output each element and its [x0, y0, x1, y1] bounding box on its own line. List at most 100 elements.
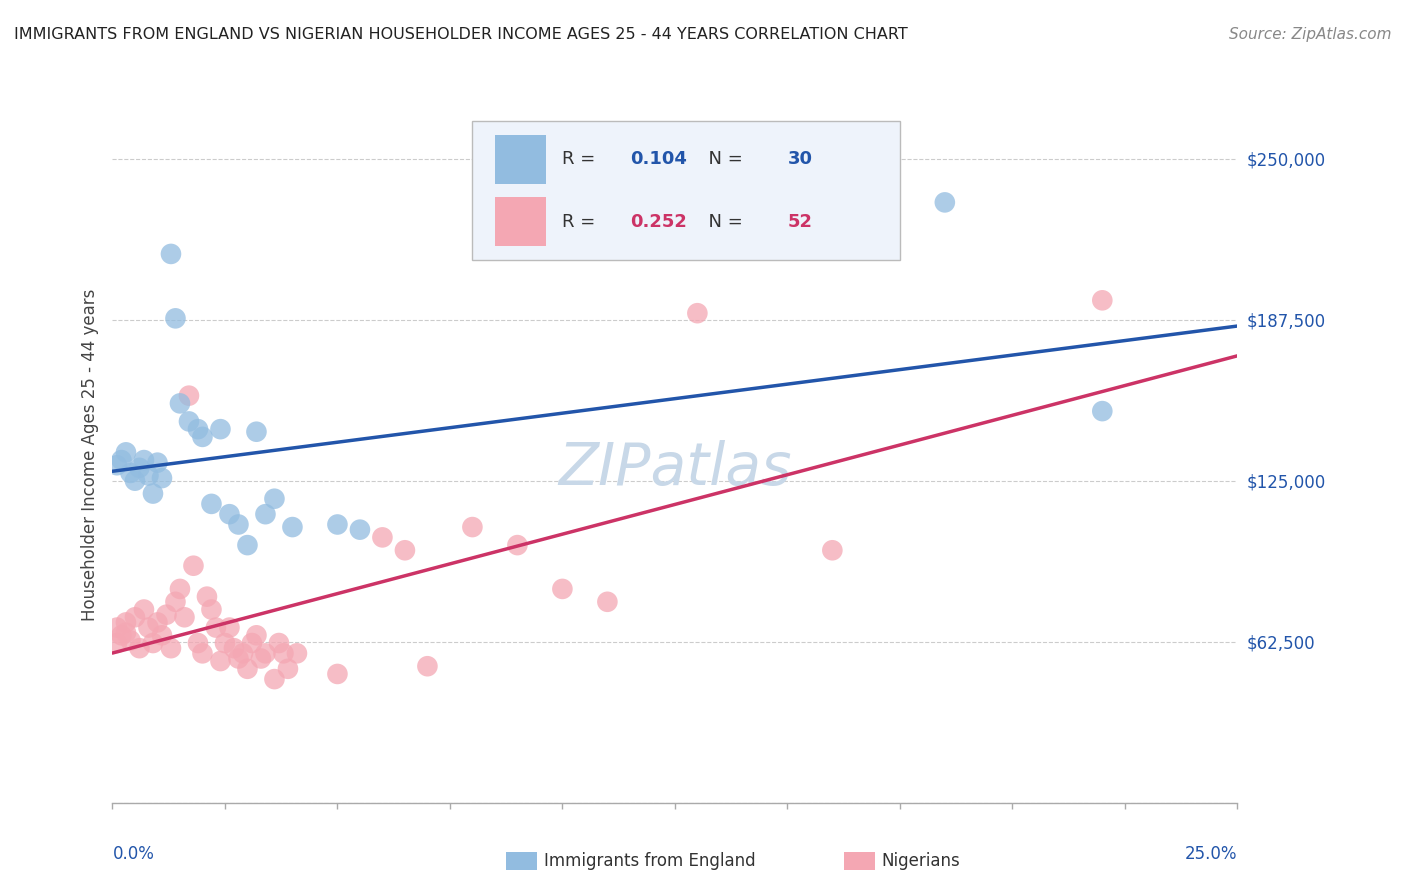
Point: [173, 610, 195, 624]
Point: [1091, 404, 1114, 418]
Point: [105, 621, 128, 635]
Point: [124, 474, 146, 488]
Point: [195, 590, 218, 604]
Point: [115, 625, 138, 640]
Point: [105, 636, 128, 650]
Point: [596, 595, 619, 609]
Point: [155, 607, 177, 622]
Point: [218, 507, 240, 521]
Text: 30: 30: [787, 150, 813, 169]
Bar: [495, 197, 546, 246]
Text: 25.0%: 25.0%: [1185, 845, 1237, 863]
Text: ZIPatlas: ZIPatlas: [558, 441, 792, 498]
Point: [277, 662, 299, 676]
Point: [236, 662, 259, 676]
Point: [250, 651, 273, 665]
Point: [263, 672, 285, 686]
Point: [115, 615, 138, 630]
Point: [150, 628, 173, 642]
Point: [177, 414, 200, 428]
Point: [349, 523, 371, 537]
Point: [394, 543, 416, 558]
Point: [236, 538, 259, 552]
Text: 0.104: 0.104: [630, 150, 686, 169]
Text: 52: 52: [787, 213, 813, 231]
Point: [191, 430, 214, 444]
Point: [165, 595, 187, 609]
Point: [273, 646, 295, 660]
Point: [160, 247, 183, 261]
Point: [160, 641, 183, 656]
Point: [326, 517, 349, 532]
Point: [285, 646, 308, 660]
Point: [416, 659, 439, 673]
Point: [187, 636, 209, 650]
Point: [115, 445, 138, 459]
Point: [205, 621, 228, 635]
Point: [461, 520, 484, 534]
Text: N =: N =: [697, 150, 749, 169]
Point: [209, 654, 232, 668]
Point: [200, 497, 222, 511]
Text: N =: N =: [697, 213, 749, 231]
Point: [124, 610, 146, 624]
Point: [821, 543, 844, 558]
Point: [177, 389, 200, 403]
Point: [245, 628, 267, 642]
Point: [218, 621, 240, 635]
Point: [506, 538, 529, 552]
Text: R =: R =: [562, 213, 602, 231]
Point: [551, 582, 574, 596]
Point: [232, 646, 254, 660]
Point: [263, 491, 285, 506]
Point: [120, 633, 142, 648]
Point: [105, 458, 128, 473]
Point: [110, 628, 132, 642]
Point: [245, 425, 267, 439]
Point: [200, 602, 222, 616]
Point: [214, 636, 236, 650]
Y-axis label: Householder Income Ages 25 - 44 years: Householder Income Ages 25 - 44 years: [80, 289, 98, 621]
Point: [191, 646, 214, 660]
Point: [120, 466, 142, 480]
Point: [267, 636, 290, 650]
Point: [1091, 293, 1114, 308]
Point: [371, 530, 394, 544]
Text: Immigrants from England: Immigrants from England: [544, 852, 756, 870]
Point: [686, 306, 709, 320]
Point: [110, 453, 132, 467]
Point: [132, 602, 155, 616]
Point: [138, 621, 160, 635]
Point: [187, 422, 209, 436]
Text: Source: ZipAtlas.com: Source: ZipAtlas.com: [1229, 27, 1392, 42]
Text: 0.252: 0.252: [630, 213, 686, 231]
Point: [228, 651, 250, 665]
Point: [254, 507, 277, 521]
FancyBboxPatch shape: [472, 121, 900, 260]
Point: [228, 517, 250, 532]
Point: [132, 453, 155, 467]
Point: [209, 422, 232, 436]
Bar: [495, 135, 546, 184]
Point: [222, 641, 245, 656]
Point: [254, 646, 277, 660]
Point: [934, 195, 956, 210]
Text: 0.0%: 0.0%: [112, 845, 155, 863]
Text: Nigerians: Nigerians: [882, 852, 960, 870]
Point: [165, 311, 187, 326]
Point: [240, 636, 263, 650]
Text: IMMIGRANTS FROM ENGLAND VS NIGERIAN HOUSEHOLDER INCOME AGES 25 - 44 YEARS CORREL: IMMIGRANTS FROM ENGLAND VS NIGERIAN HOUS…: [14, 27, 908, 42]
Text: R =: R =: [562, 150, 602, 169]
Point: [150, 471, 173, 485]
Point: [142, 486, 165, 500]
Point: [169, 396, 191, 410]
Point: [142, 636, 165, 650]
Point: [169, 582, 191, 596]
Point: [128, 460, 150, 475]
Point: [281, 520, 304, 534]
Point: [138, 468, 160, 483]
Point: [128, 641, 150, 656]
Point: [183, 558, 205, 573]
Point: [146, 456, 169, 470]
Point: [326, 667, 349, 681]
